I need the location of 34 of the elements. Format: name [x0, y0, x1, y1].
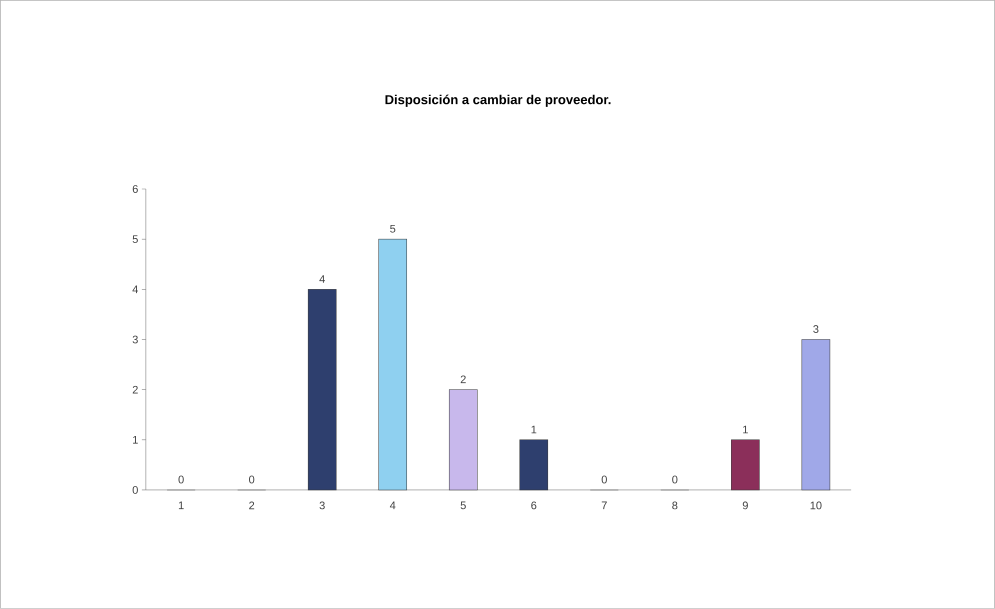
x-tick-label: 7 — [602, 502, 607, 510]
data-label: 5 — [390, 225, 396, 233]
y-tick-label: 6 — [132, 185, 138, 194]
bar — [731, 440, 760, 490]
y-tick-label: 1 — [133, 436, 138, 444]
data-label: 2 — [460, 376, 466, 384]
x-tick-label: 8 — [672, 502, 678, 510]
data-label: 4 — [319, 275, 325, 283]
x-tick-label: 6 — [531, 502, 536, 510]
x-tick-label: 9 — [742, 502, 748, 510]
data-label: 0 — [602, 476, 607, 484]
x-tick-label: 10 — [810, 502, 822, 510]
bar — [448, 390, 478, 490]
bar — [802, 339, 830, 490]
x-tick-label: 3 — [320, 502, 325, 510]
data-label: 1 — [743, 426, 748, 434]
bar — [519, 440, 548, 490]
data-label: 1 — [532, 426, 536, 434]
data-label: 0 — [249, 476, 254, 484]
x-tick-label: 5 — [460, 502, 466, 510]
y-tick-label: 5 — [132, 235, 138, 244]
x-tick-label: 1 — [178, 502, 184, 510]
y-tick-label: 0 — [132, 486, 138, 494]
bar — [378, 239, 408, 490]
data-label: 0 — [672, 476, 678, 484]
data-label: 3 — [813, 325, 818, 334]
bar — [308, 289, 336, 490]
chart-title: Disposición a cambiar de proveedor. — [386, 94, 610, 107]
x-tick-label: 2 — [249, 502, 254, 510]
y-tick-label: 4 — [132, 286, 138, 294]
data-label: 0 — [178, 476, 184, 484]
x-tick-label: 4 — [390, 502, 396, 510]
y-tick-label: 3 — [132, 336, 138, 344]
y-tick-label: 2 — [132, 386, 138, 394]
